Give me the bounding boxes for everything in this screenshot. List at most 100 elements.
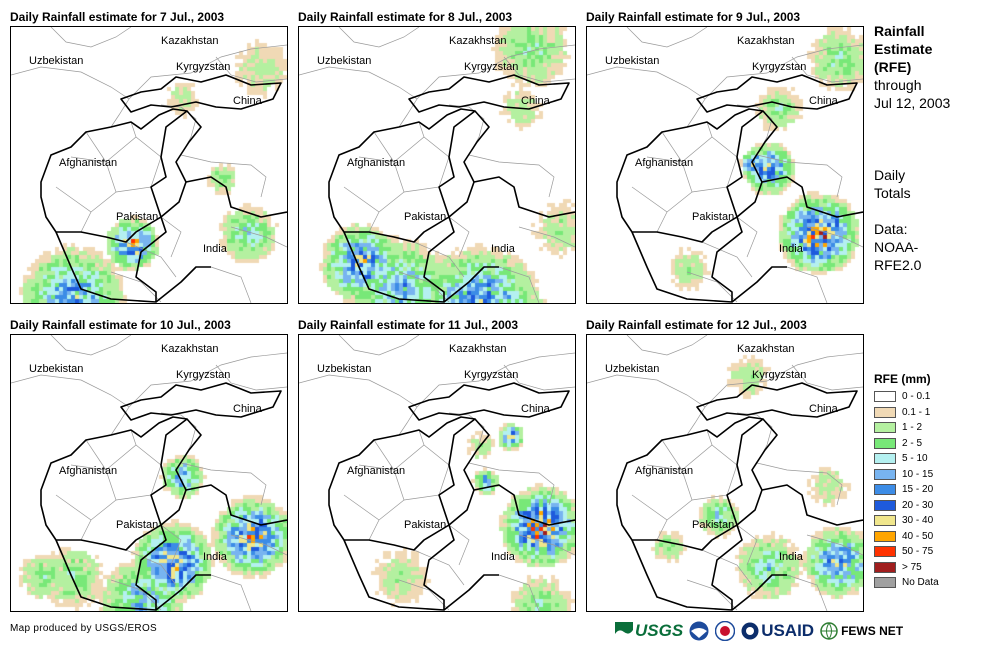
rfe-title-line2: Estimate bbox=[874, 41, 933, 57]
rfe-legend: RFE (mm) 0 - 0.1 0.1 - 1 1 - 2 2 - 5 5 - 10 1… bbox=[874, 372, 982, 591]
rainfall-raster bbox=[587, 27, 863, 303]
label-china: China bbox=[521, 403, 550, 415]
panel-title: Daily Rainfall estimate for 12 Jul., 200… bbox=[586, 318, 807, 332]
legend-swatch bbox=[874, 391, 896, 403]
rainfall-map: Kazakhstan Uzbekistan Kyrgyzstan China A… bbox=[10, 26, 288, 304]
side-info: Rainfall Estimate (RFE) through Jul 12, … bbox=[874, 22, 982, 274]
label-india: India bbox=[203, 243, 227, 255]
legend-item: > 75 bbox=[874, 560, 982, 576]
fewsnet-globe-icon bbox=[820, 622, 838, 640]
noaa-logo-icon bbox=[689, 621, 709, 641]
label-uzbekistan: Uzbekistan bbox=[29, 55, 84, 67]
legend-item: 1 - 2 bbox=[874, 420, 982, 436]
label-kazakhstan: Kazakhstan bbox=[161, 35, 219, 47]
rainfall-map: Kazakhstan Uzbekistan Kyrgyzstan China A… bbox=[586, 334, 864, 612]
rainfall-map: Kazakhstan Uzbekistan Kyrgyzstan China A… bbox=[298, 334, 576, 612]
label-kazakhstan: Kazakhstan bbox=[449, 35, 507, 47]
borders-layer bbox=[11, 27, 287, 303]
label-india: India bbox=[779, 551, 803, 563]
legend-swatch bbox=[874, 515, 896, 527]
usgs-logo-text: USGS bbox=[635, 621, 684, 640]
source-line1: Data: bbox=[874, 221, 908, 237]
rainfall-map-panel-1: Daily Rainfall estimate for 7 Jul., 2003 bbox=[10, 8, 288, 304]
label-china: China bbox=[809, 403, 838, 415]
panel-title: Daily Rainfall estimate for 10 Jul., 200… bbox=[10, 318, 231, 332]
legend-label: 50 - 75 bbox=[902, 546, 934, 558]
rfe-title-line1: Rainfall bbox=[874, 23, 925, 39]
rainfall-map: Kazakhstan Uzbekistan Kyrgyzstan China A… bbox=[10, 334, 288, 612]
totals-line1: Daily bbox=[874, 167, 906, 183]
label-india: India bbox=[203, 551, 227, 563]
legend-label: 5 - 10 bbox=[902, 453, 928, 465]
rainfall-map: Kazakhstan Uzbekistan Kyrgyzstan China A… bbox=[298, 26, 576, 304]
legend-label: 2 - 5 bbox=[902, 437, 923, 449]
borders-layer bbox=[299, 27, 575, 303]
legend-item: No Data bbox=[874, 575, 982, 591]
legend-swatch bbox=[874, 561, 896, 573]
legend-item: 50 - 75 bbox=[874, 544, 982, 560]
label-pakistan: Pakistan bbox=[404, 519, 447, 531]
rainfall-map-panel-3: Daily Rainfall estimate for 9 Jul., 2003 bbox=[586, 8, 864, 304]
legend-swatch bbox=[874, 453, 896, 465]
label-uzbekistan: Uzbekistan bbox=[605, 55, 660, 67]
legend-item: 40 - 50 bbox=[874, 529, 982, 545]
rainfall-map-panel-2: Daily Rainfall estimate for 8 Jul., 2003 bbox=[298, 8, 576, 304]
usgs-wave-icon bbox=[615, 622, 633, 640]
usaid-logo: USAID bbox=[741, 621, 814, 641]
fewsnet-logo: FEWS NET bbox=[820, 622, 903, 640]
legend-label: > 75 bbox=[902, 561, 922, 573]
rainfall-map-panel-5: Daily Rainfall estimate for 11 Jul., 200… bbox=[298, 316, 576, 612]
label-afghanistan: Afghanistan bbox=[59, 465, 118, 477]
legend-swatch bbox=[874, 530, 896, 542]
label-kyrgyzstan: Kyrgyzstan bbox=[752, 61, 807, 73]
label-kyrgyzstan: Kyrgyzstan bbox=[752, 369, 807, 381]
borders-layer bbox=[299, 335, 575, 611]
label-afghanistan: Afghanistan bbox=[635, 465, 694, 477]
borders-layer bbox=[11, 335, 287, 611]
rainfall-map-panel-4: Daily Rainfall estimate for 10 Jul., 200… bbox=[10, 316, 288, 612]
rainfall-raster bbox=[587, 335, 863, 611]
label-china: China bbox=[233, 403, 262, 415]
label-kazakhstan: Kazakhstan bbox=[737, 343, 795, 355]
label-india: India bbox=[491, 243, 515, 255]
legend-item: 30 - 40 bbox=[874, 513, 982, 529]
label-kazakhstan: Kazakhstan bbox=[161, 343, 219, 355]
label-kyrgyzstan: Kyrgyzstan bbox=[464, 61, 519, 73]
legend-swatch bbox=[874, 406, 896, 418]
panel-title: Daily Rainfall estimate for 8 Jul., 2003 bbox=[298, 10, 513, 24]
nws-logo-icon bbox=[715, 621, 736, 641]
rainfall-map: Kazakhstan Uzbekistan Kyrgyzstan China A… bbox=[586, 26, 864, 304]
label-india: India bbox=[779, 243, 803, 255]
through-date: Jul 12, 2003 bbox=[874, 95, 951, 111]
legend-label: 30 - 40 bbox=[902, 515, 934, 527]
fewsnet-logo-text: FEWS NET bbox=[841, 624, 904, 638]
label-china: China bbox=[521, 95, 550, 107]
label-kazakhstan: Kazakhstan bbox=[449, 343, 507, 355]
label-uzbekistan: Uzbekistan bbox=[317, 363, 372, 375]
source-line2: NOAA- bbox=[874, 239, 919, 255]
legend-item: 10 - 15 bbox=[874, 467, 982, 483]
label-afghanistan: Afghanistan bbox=[59, 157, 118, 169]
rainfall-raster bbox=[299, 27, 575, 303]
legend-label: 10 - 15 bbox=[902, 468, 934, 480]
label-uzbekistan: Uzbekistan bbox=[29, 363, 84, 375]
totals-line2: Totals bbox=[874, 185, 911, 201]
rfe-title-line3: (RFE) bbox=[874, 59, 912, 75]
rainfall-raster bbox=[11, 335, 287, 611]
legend-item: 0 - 0.1 bbox=[874, 389, 982, 405]
label-kyrgyzstan: Kyrgyzstan bbox=[464, 369, 519, 381]
through-line1: through bbox=[874, 77, 922, 93]
partner-logos: USGS USAID FEWS NET bbox=[615, 619, 903, 643]
legend-swatch bbox=[874, 437, 896, 449]
label-kyrgyzstan: Kyrgyzstan bbox=[176, 369, 231, 381]
panel-title: Daily Rainfall estimate for 7 Jul., 2003 bbox=[10, 10, 225, 24]
legend-swatch bbox=[874, 499, 896, 511]
legend-label: 1 - 2 bbox=[902, 422, 923, 434]
label-uzbekistan: Uzbekistan bbox=[317, 55, 372, 67]
label-kazakhstan: Kazakhstan bbox=[737, 35, 795, 47]
label-china: China bbox=[233, 95, 262, 107]
legend-item: 5 - 10 bbox=[874, 451, 982, 467]
legend-item: 15 - 20 bbox=[874, 482, 982, 498]
rainfall-raster bbox=[11, 27, 287, 303]
legend-label: 15 - 20 bbox=[902, 484, 934, 496]
